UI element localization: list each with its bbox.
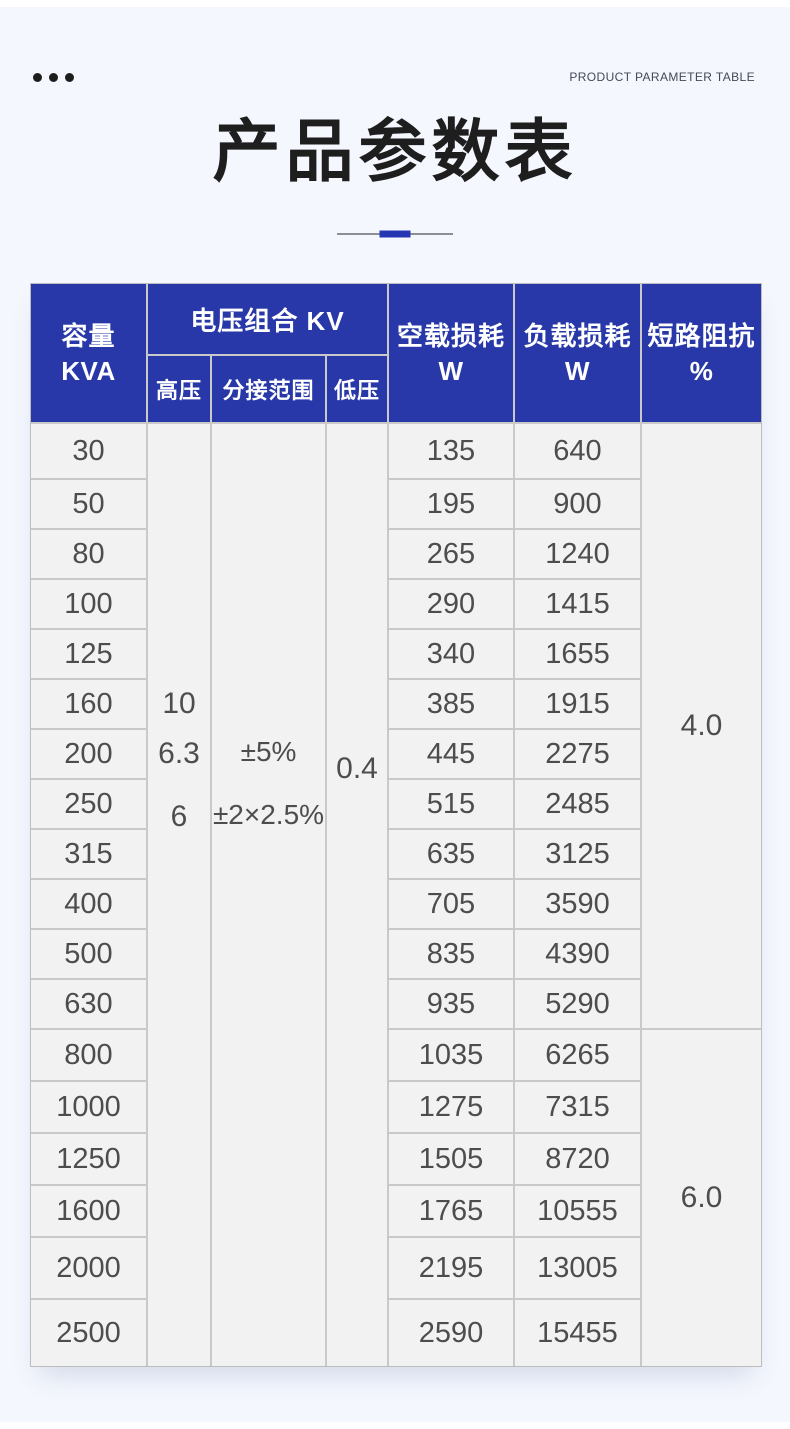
no-load-cell: 2590 xyxy=(389,1300,513,1366)
load-cell: 4390 xyxy=(515,930,640,978)
header-load-loss: 负载损耗 W xyxy=(515,284,640,422)
capacity-cell: 100 xyxy=(31,580,146,628)
no-load-cell: 1275 xyxy=(389,1082,513,1132)
merged-high-voltage: 10 6.3 6 xyxy=(148,424,210,1366)
load-cell: 900 xyxy=(515,480,640,528)
load-cell: 5290 xyxy=(515,980,640,1028)
load-cell: 2485 xyxy=(515,780,640,828)
header-tap-range: 分接范围 xyxy=(212,356,325,422)
tap-range-value: ±2×2.5% xyxy=(212,799,325,830)
no-load-cell: 705 xyxy=(389,880,513,928)
load-cell: 640 xyxy=(515,424,640,478)
parameter-table: 容量 KVA 电压组合 KV 高压 分接范围 低压 空载损耗 W 负载损耗 W … xyxy=(30,283,762,1367)
capacity-cell: 50 xyxy=(31,480,146,528)
load-cell: 10555 xyxy=(515,1186,640,1236)
no-load-cell: 290 xyxy=(389,580,513,628)
load-cell: 1240 xyxy=(515,530,640,578)
impedance-value-top: 4.0 xyxy=(642,424,761,1028)
header-impedance: 短路阻抗 % xyxy=(642,284,761,422)
page-title: 产品参数表 xyxy=(212,114,578,190)
header-impedance-unit: % xyxy=(689,356,714,386)
impedance-value-bottom: 6.0 xyxy=(642,1030,761,1366)
no-load-cell: 935 xyxy=(389,980,513,1028)
load-cell: 2275 xyxy=(515,730,640,778)
capacity-cell: 2500 xyxy=(31,1300,146,1366)
dot-icon xyxy=(33,72,42,82)
capacity-cell: 250 xyxy=(31,780,146,828)
capacity-cell: 2000 xyxy=(31,1238,146,1298)
dot-icon xyxy=(65,72,74,82)
no-load-cell: 445 xyxy=(389,730,513,778)
no-load-cell: 1505 xyxy=(389,1134,513,1184)
capacity-cell: 200 xyxy=(31,730,146,778)
capacity-cell: 125 xyxy=(31,630,146,678)
no-load-cell: 1035 xyxy=(389,1030,513,1080)
header-load-loss-unit: W xyxy=(564,356,591,386)
high-voltage-value: 6.3 xyxy=(158,737,200,770)
header-voltage-group: 电压组合 KV xyxy=(148,284,387,354)
no-load-cell: 385 xyxy=(389,680,513,728)
capacity-cell: 160 xyxy=(31,680,146,728)
merged-low-voltage: 0.4 xyxy=(327,424,387,1366)
header-impedance-label: 短路阻抗 xyxy=(647,321,756,351)
header-no-load-loss: 空载损耗 W xyxy=(389,284,513,422)
low-voltage-value: 0.4 xyxy=(336,752,378,785)
eyebrow-label: PRODUCT PARAMETER TABLE xyxy=(569,70,755,84)
capacity-cell: 800 xyxy=(31,1030,146,1080)
load-cell: 1915 xyxy=(515,680,640,728)
load-cell: 7315 xyxy=(515,1082,640,1132)
dot-icon xyxy=(49,72,58,82)
load-cell: 15455 xyxy=(515,1300,640,1366)
merged-tap-range: ±5% ±2×2.5% xyxy=(212,424,325,1366)
load-cell: 13005 xyxy=(515,1238,640,1298)
tap-range-value: ±5% xyxy=(240,736,297,767)
high-voltage-value: 6 xyxy=(170,800,188,833)
no-load-cell: 135 xyxy=(389,424,513,478)
capacity-cell: 1000 xyxy=(31,1082,146,1132)
load-cell: 8720 xyxy=(515,1134,640,1184)
no-load-cell: 340 xyxy=(389,630,513,678)
load-cell: 3590 xyxy=(515,880,640,928)
no-load-cell: 515 xyxy=(389,780,513,828)
title-divider xyxy=(0,224,790,244)
no-load-cell: 265 xyxy=(389,530,513,578)
header-capacity-label: 容量 xyxy=(61,321,116,351)
header-no-load-loss-label: 空载损耗 xyxy=(396,321,505,351)
load-cell: 3125 xyxy=(515,830,640,878)
capacity-cell: 500 xyxy=(31,930,146,978)
load-cell: 6265 xyxy=(515,1030,640,1080)
capacity-cell: 1600 xyxy=(31,1186,146,1236)
header-load-loss-label: 负载损耗 xyxy=(523,321,632,351)
header-no-load-loss-unit: W xyxy=(438,356,464,386)
load-cell: 1655 xyxy=(515,630,640,678)
capacity-cell: 400 xyxy=(31,880,146,928)
capacity-cell: 80 xyxy=(31,530,146,578)
divider-line xyxy=(337,230,453,238)
capacity-cell: 30 xyxy=(31,424,146,478)
no-load-cell: 2195 xyxy=(389,1238,513,1298)
header-low-voltage: 低压 xyxy=(327,356,387,422)
top-bar: PRODUCT PARAMETER TABLE xyxy=(33,70,755,84)
header-capacity: 容量 KVA xyxy=(31,284,146,422)
capacity-cell: 1250 xyxy=(31,1134,146,1184)
header-capacity-unit: KVA xyxy=(61,356,116,386)
no-load-cell: 635 xyxy=(389,830,513,878)
no-load-cell: 1765 xyxy=(389,1186,513,1236)
load-cell: 1415 xyxy=(515,580,640,628)
divider-accent xyxy=(379,230,411,238)
high-voltage-value: 10 xyxy=(162,687,196,720)
capacity-cell: 630 xyxy=(31,980,146,1028)
impedance-value: 4.0 xyxy=(680,709,723,742)
impedance-value: 6.0 xyxy=(680,1181,723,1214)
header-high-voltage: 高压 xyxy=(148,356,210,422)
dots-decoration xyxy=(33,72,74,82)
capacity-cell: 315 xyxy=(31,830,146,878)
no-load-cell: 195 xyxy=(389,480,513,528)
no-load-cell: 835 xyxy=(389,930,513,978)
